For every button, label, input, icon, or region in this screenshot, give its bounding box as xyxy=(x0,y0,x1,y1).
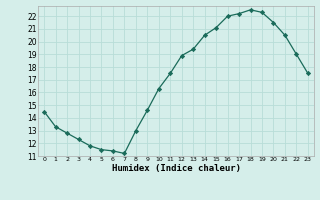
X-axis label: Humidex (Indice chaleur): Humidex (Indice chaleur) xyxy=(111,164,241,173)
